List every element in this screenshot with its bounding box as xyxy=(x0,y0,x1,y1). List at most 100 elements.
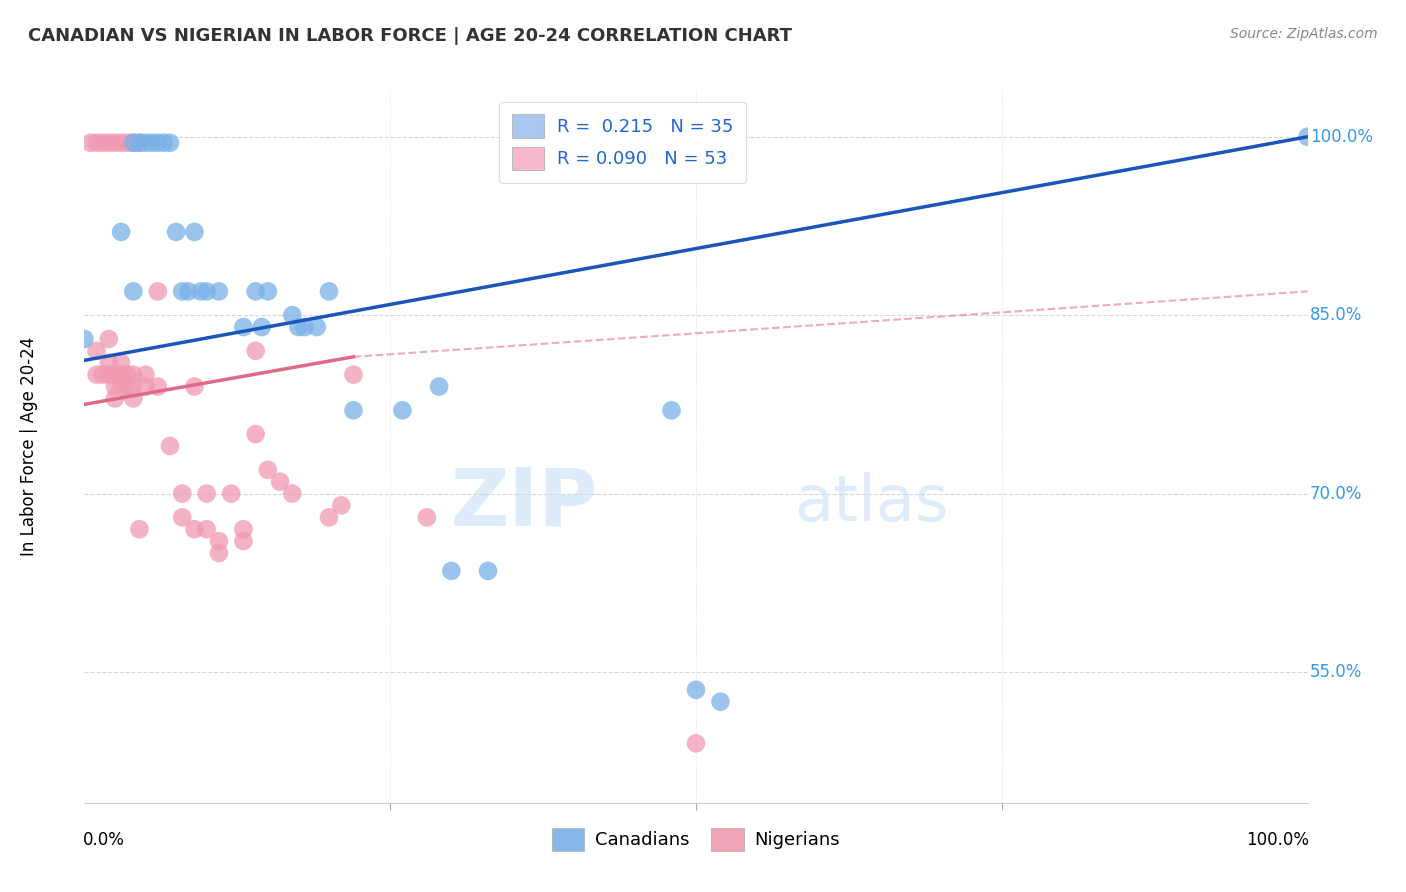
Point xyxy=(232,534,254,549)
Point xyxy=(128,136,150,150)
Point xyxy=(195,285,218,299)
Point xyxy=(685,736,707,750)
Point xyxy=(709,695,731,709)
Point xyxy=(208,534,231,549)
Point xyxy=(104,392,127,406)
Point xyxy=(97,356,120,370)
Text: ZIP: ZIP xyxy=(451,464,598,542)
Point xyxy=(104,379,127,393)
Point xyxy=(135,368,157,382)
Text: 100.0%: 100.0% xyxy=(1310,128,1374,145)
Point xyxy=(91,136,114,150)
Point xyxy=(128,522,150,536)
Point xyxy=(232,522,254,536)
Point xyxy=(427,379,450,393)
Point xyxy=(146,379,169,393)
Point xyxy=(183,379,205,393)
Point xyxy=(153,136,176,150)
Point xyxy=(177,285,200,299)
Point xyxy=(183,522,205,536)
Point xyxy=(208,546,231,560)
Point xyxy=(115,136,138,150)
Point xyxy=(172,285,194,299)
Point xyxy=(146,136,169,150)
Point xyxy=(294,320,316,334)
Point xyxy=(208,285,231,299)
Point xyxy=(685,682,707,697)
Point xyxy=(172,486,194,500)
Point xyxy=(330,499,353,513)
Point xyxy=(172,510,194,524)
Legend: Canadians, Nigerians: Canadians, Nigerians xyxy=(544,821,848,858)
Point xyxy=(257,463,280,477)
Text: 100.0%: 100.0% xyxy=(1246,831,1309,849)
Point xyxy=(141,136,163,150)
Point xyxy=(245,343,267,358)
Point xyxy=(110,368,132,382)
Point xyxy=(165,225,187,239)
Point xyxy=(128,136,150,150)
Point xyxy=(342,403,364,417)
Point xyxy=(159,136,181,150)
Point xyxy=(97,136,120,150)
Point xyxy=(86,136,108,150)
Text: Source: ZipAtlas.com: Source: ZipAtlas.com xyxy=(1230,27,1378,41)
Point xyxy=(122,136,145,150)
Point xyxy=(257,285,280,299)
Text: 70.0%: 70.0% xyxy=(1310,484,1362,502)
Point xyxy=(122,392,145,406)
Point xyxy=(122,136,145,150)
Point xyxy=(122,285,145,299)
Point xyxy=(219,486,242,500)
Point xyxy=(110,136,132,150)
Point xyxy=(269,475,291,489)
Text: 55.0%: 55.0% xyxy=(1310,663,1362,681)
Point xyxy=(342,368,364,382)
Text: CANADIAN VS NIGERIAN IN LABOR FORCE | AGE 20-24 CORRELATION CHART: CANADIAN VS NIGERIAN IN LABOR FORCE | AG… xyxy=(28,27,792,45)
Point xyxy=(86,343,108,358)
Point xyxy=(91,368,114,382)
Point xyxy=(104,368,127,382)
Point xyxy=(318,510,340,524)
Point xyxy=(135,379,157,393)
Point xyxy=(281,486,304,500)
Point xyxy=(110,379,132,393)
Point xyxy=(305,320,328,334)
Point xyxy=(104,136,127,150)
Point xyxy=(159,439,181,453)
Point xyxy=(477,564,499,578)
Point xyxy=(281,308,304,322)
Point xyxy=(86,368,108,382)
Point xyxy=(122,379,145,393)
Text: In Labor Force | Age 20-24: In Labor Force | Age 20-24 xyxy=(20,336,38,556)
Point xyxy=(110,356,132,370)
Point xyxy=(115,368,138,382)
Point xyxy=(122,368,145,382)
Point xyxy=(135,136,157,150)
Point xyxy=(391,403,413,417)
Point xyxy=(1296,129,1319,144)
Point xyxy=(195,522,218,536)
Point xyxy=(115,379,138,393)
Point xyxy=(110,225,132,239)
Text: 0.0%: 0.0% xyxy=(83,831,125,849)
Point xyxy=(146,285,169,299)
Point xyxy=(287,320,309,334)
Point xyxy=(245,427,267,442)
Point xyxy=(190,285,212,299)
Point xyxy=(661,403,683,417)
Point xyxy=(73,332,96,346)
Text: atlas: atlas xyxy=(794,472,948,534)
Point xyxy=(97,368,120,382)
Point xyxy=(183,225,205,239)
Point xyxy=(250,320,273,334)
Point xyxy=(440,564,463,578)
Point xyxy=(416,510,439,524)
Text: 85.0%: 85.0% xyxy=(1310,306,1362,324)
Point xyxy=(318,285,340,299)
Point xyxy=(97,332,120,346)
Point xyxy=(245,285,267,299)
Point xyxy=(195,486,218,500)
Point xyxy=(232,320,254,334)
Point xyxy=(79,136,101,150)
